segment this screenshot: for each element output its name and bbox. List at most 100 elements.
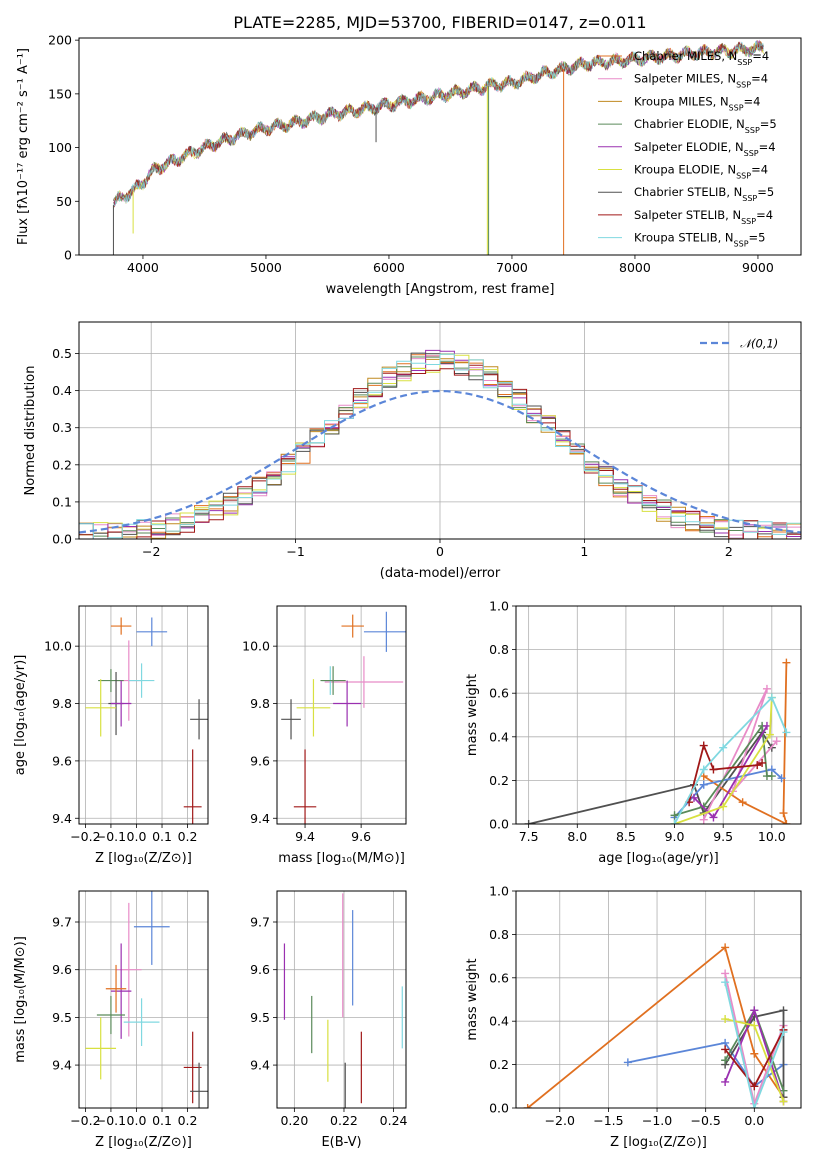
y-tick-label: 9.7 (250, 915, 270, 930)
x-tick-label: 9.4 (295, 829, 315, 844)
y-tick-label: 9.5 (52, 1010, 72, 1025)
x-tick-label: 8.5 (616, 829, 636, 844)
series-marker (699, 765, 708, 774)
series-marker (699, 815, 708, 824)
y-tick-label: 1.0 (489, 884, 509, 899)
series-marker (721, 1056, 730, 1065)
x-tick-label: −0.1 (96, 1113, 126, 1128)
weight-vs-age-xlabel: age [log₁₀(age/yr)] (598, 851, 719, 866)
y-tick-label: 100 (48, 140, 72, 155)
age-vs-mass-panel: 9.4 9.6 9.4 9.6 9.8 10.0 mass [log₁₀(M/M⊙)] (242, 605, 407, 866)
series-marker (721, 1045, 730, 1054)
series-marker (670, 811, 679, 820)
age-vs-Z-points (85, 617, 208, 824)
x-tick-label: −0.2 (70, 1113, 100, 1128)
series-marker (782, 728, 791, 737)
x-tick-label: 0.22 (330, 1113, 358, 1128)
series-marker (767, 772, 776, 781)
mass-vs-Z-xlabel: Z [log₁₀(Z/Z⊙)] (95, 1135, 192, 1150)
weight-vs-Z-ylabel: mass weight (465, 958, 480, 1040)
x-tick-label: 10.0 (758, 829, 786, 844)
weight-vs-Z-frame (515, 890, 802, 1109)
y-tick-label: 9.6 (52, 753, 72, 768)
x-tick-label: 9000 (742, 260, 774, 275)
legend-label: Chabrier MILES, NSSP=4 (634, 49, 769, 67)
x-tick-label: 0.0 (127, 829, 147, 844)
mass-vs-Z-ticks: −0.2−0.1 0.0 0.1 0.2 9.4 9.5 9.6 9.7 (52, 915, 197, 1129)
x-tick-label: 9.6 (351, 829, 371, 844)
plots-layer: 4000 5000 6000 7000 8000 9000 0 50 100 150 200 wave… (13, 33, 802, 1150)
series-marker (721, 969, 730, 978)
y-tick-label: 9.7 (52, 915, 72, 930)
age-vs-Z-frame (78, 605, 209, 825)
y-tick-label: 9.4 (250, 1058, 270, 1073)
series-marker (782, 658, 791, 667)
y-tick-label: 9.4 (52, 1058, 72, 1073)
series-marker (779, 1028, 788, 1037)
weight-vs-age-ticks: 7.5 8.0 8.5 9.0 9.5 10.0 0.0 0.2 0.4 0.6 0.8 1.0 (489, 599, 786, 845)
series-marker (721, 943, 730, 952)
figure-title: PLATE=2285, MJD=53700, FIBERID=0147, z=0… (233, 13, 646, 32)
series-marker (777, 774, 786, 783)
series-marker (753, 761, 762, 770)
series-marker (721, 978, 730, 987)
series-marker (721, 1077, 730, 1086)
y-tick-label: 0.4 (489, 1014, 509, 1029)
series-marker (523, 1104, 532, 1108)
mass-vs-Z-points (85, 891, 208, 1108)
x-tick-label: −0.5 (690, 1113, 720, 1128)
histogram-step (79, 353, 801, 539)
x-tick-label: 0.0 (127, 1113, 147, 1128)
legend-label: Salpeter MILES, NSSP=4 (634, 72, 768, 90)
x-tick-label: 8000 (619, 260, 651, 275)
series-marker (670, 820, 679, 824)
legend-label: 𝒩(0,1) (740, 337, 778, 351)
age-vs-Z-panel: −0.2−0.1 0.0 0.1 0.2 9.4 9.6 9.8 10.0 Z [log₁₀(Z… (13, 605, 209, 866)
y-tick-label: 0.3 (52, 420, 72, 435)
spectrum-ticks: 4000 5000 6000 7000 8000 9000 0 50 100 150 200 (48, 33, 774, 275)
weight-vs-Z-xlabel: Z [log₁₀(Z/Z⊙)] (610, 1135, 707, 1150)
spectrum-panel: 4000 5000 6000 7000 8000 9000 0 50 100 150 200 wave… (16, 33, 802, 297)
weight-vs-age-series (524, 658, 791, 824)
series-marker (779, 809, 788, 818)
y-tick-label: 0.2 (489, 1057, 509, 1072)
mass-vs-EBV-xlabel: E(B-V) (321, 1135, 361, 1150)
spectrum-line (113, 39, 764, 207)
x-tick-label: 2 (725, 544, 733, 559)
y-tick-label: 0.2 (489, 773, 509, 788)
y-tick-label: 200 (48, 33, 72, 48)
series-marker (750, 1082, 759, 1091)
legend-label: Chabrier STELIB, NSSP=5 (634, 185, 774, 203)
mass-vs-Z-frame (78, 890, 209, 1109)
x-tick-label: 7000 (496, 260, 528, 275)
x-tick-label: 1 (580, 544, 588, 559)
series-line (674, 697, 773, 824)
series-marker (709, 765, 718, 774)
age-vs-Z-xlabel: Z [log₁₀(Z/Z⊙)] (95, 851, 192, 866)
legend-label: Kroupa ELODIE, NSSP=4 (634, 163, 768, 181)
x-tick-label: 0.2 (178, 1113, 198, 1128)
y-tick-label: 9.5 (250, 1010, 270, 1025)
series-marker (750, 1104, 759, 1108)
series-marker (750, 1049, 759, 1058)
series-marker (524, 820, 533, 824)
x-tick-label: −2.0 (545, 1113, 575, 1128)
y-tick-label: 9.8 (52, 696, 72, 711)
series-line (703, 662, 788, 824)
x-tick-label: −1 (286, 544, 304, 559)
mass-vs-EBV-ticks: 0.20 0.22 0.24 9.4 9.5 9.6 9.7 (250, 915, 407, 1129)
legend-label: Salpeter ELODIE, NSSP=4 (634, 140, 776, 158)
series-marker (719, 743, 728, 752)
x-tick-label: 8.0 (567, 829, 587, 844)
x-tick-label: 0.1 (152, 829, 172, 844)
residuals-ticks: −2 −1 0 1 2 0.0 0.1 0.2 0.3 0.4 0.5 (52, 346, 733, 559)
x-tick-label: 4000 (127, 260, 159, 275)
y-tick-label: 0.0 (489, 817, 509, 832)
mass-vs-EBV-grid (277, 891, 406, 1108)
age-vs-mass-ticks: 9.4 9.6 9.4 9.6 9.8 10.0 (242, 639, 371, 844)
y-tick-label: 10.0 (242, 639, 270, 654)
legend-label: Chabrier ELODIE, NSSP=5 (634, 117, 777, 135)
residuals-ylabel: Normed distribution (23, 366, 38, 496)
x-tick-label: 5000 (250, 260, 282, 275)
